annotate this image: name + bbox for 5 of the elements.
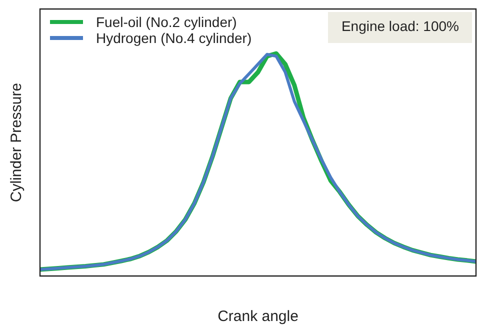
text: Engine load: 100% [341,18,459,34]
legend-label: Fuel-oil (No.2 cylinder) [96,14,237,30]
legend-label: Hydrogen (No.4 cylinder) [96,30,252,46]
y-axis-title: Cylinder Pressure [8,82,26,202]
x-axis-title: Crank angle [218,308,298,326]
